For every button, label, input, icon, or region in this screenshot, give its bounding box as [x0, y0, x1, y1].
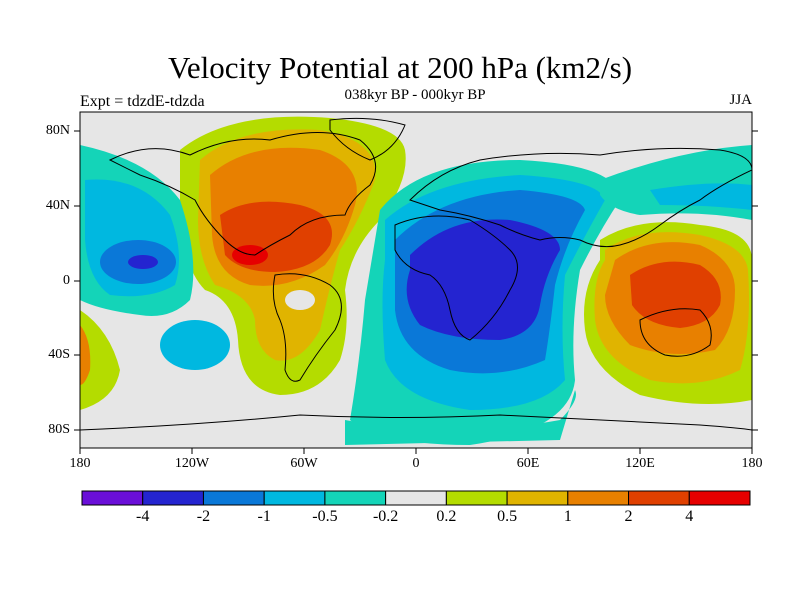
southwest-positive-inner: [80, 325, 91, 385]
southern-ocean-negative: [345, 390, 576, 445]
colorbar-swatch: [81, 490, 144, 506]
coastlines: [80, 117, 752, 431]
lat-label: 0: [63, 273, 70, 288]
lat-label: 80S: [48, 422, 70, 437]
southwest-positive: [80, 310, 120, 410]
colorbar-swatch: [628, 490, 690, 506]
lon-label: 120W: [174, 456, 210, 471]
lon-label: 0: [412, 456, 420, 471]
colorbar-label: -2: [196, 508, 211, 525]
colorbar-swatch: [202, 490, 265, 506]
colorbar-label: -0.2: [372, 508, 399, 525]
contour-field: [80, 112, 752, 448]
colorbar-label: 4: [685, 508, 694, 525]
lon-label: 60E: [516, 456, 540, 471]
colorbar: [81, 490, 751, 506]
australia-coast: [639, 308, 712, 357]
maritime-positive-redorange: [630, 261, 721, 328]
lat-label: 80N: [45, 123, 70, 138]
colorbar-swatch: [263, 490, 326, 506]
lon-label: 60W: [290, 456, 318, 471]
lon-label: 180: [741, 456, 763, 471]
colorbar-swatch: [567, 490, 630, 506]
colorbar-swatch: [385, 490, 447, 506]
colorbar-label: 2: [624, 508, 633, 525]
colorbar-label: -1: [257, 508, 271, 525]
africa-negative-core: [406, 219, 560, 340]
lon-label: 120E: [625, 456, 655, 471]
colorbar-swatch: [142, 490, 204, 506]
colorbar-label: -0.5: [312, 508, 338, 525]
colorbar-swatch: [445, 490, 508, 506]
colorbar-swatch: [506, 490, 569, 506]
colorbar-label: 0.5: [497, 508, 518, 525]
eurasia-negative-inner: [650, 183, 752, 210]
antarctica-coast: [80, 414, 752, 431]
americas-weak-hole: [285, 290, 315, 310]
pacific-negative-core: [128, 255, 158, 269]
colorbar-swatch: [324, 490, 387, 506]
colorbar-label: 0.2: [436, 508, 457, 525]
map-subtitle: 038kyr BP - 000kyr BP: [344, 87, 486, 103]
lat-label: 40N: [45, 198, 70, 213]
lat-label: 40S: [48, 347, 70, 362]
experiment-label: Expt = tdzdE-tdzda: [80, 93, 205, 110]
colorbar-swatch: [688, 490, 751, 506]
eurasia-coast: [409, 147, 752, 248]
greenland-coast: [329, 117, 406, 161]
lon-label: 180: [69, 456, 91, 471]
south-america-coast: [272, 273, 342, 382]
map-ticks: [74, 130, 758, 454]
colorbar-label: -4: [136, 508, 150, 525]
colorbar-label: 1: [563, 508, 572, 525]
south-pacific-negative: [160, 320, 230, 370]
north-america-coast: [108, 132, 377, 256]
map-title: Velocity Potential at 200 hPa (km2/s): [167, 50, 633, 85]
season-label: JJA: [729, 92, 752, 108]
africa-coast: [394, 215, 518, 341]
